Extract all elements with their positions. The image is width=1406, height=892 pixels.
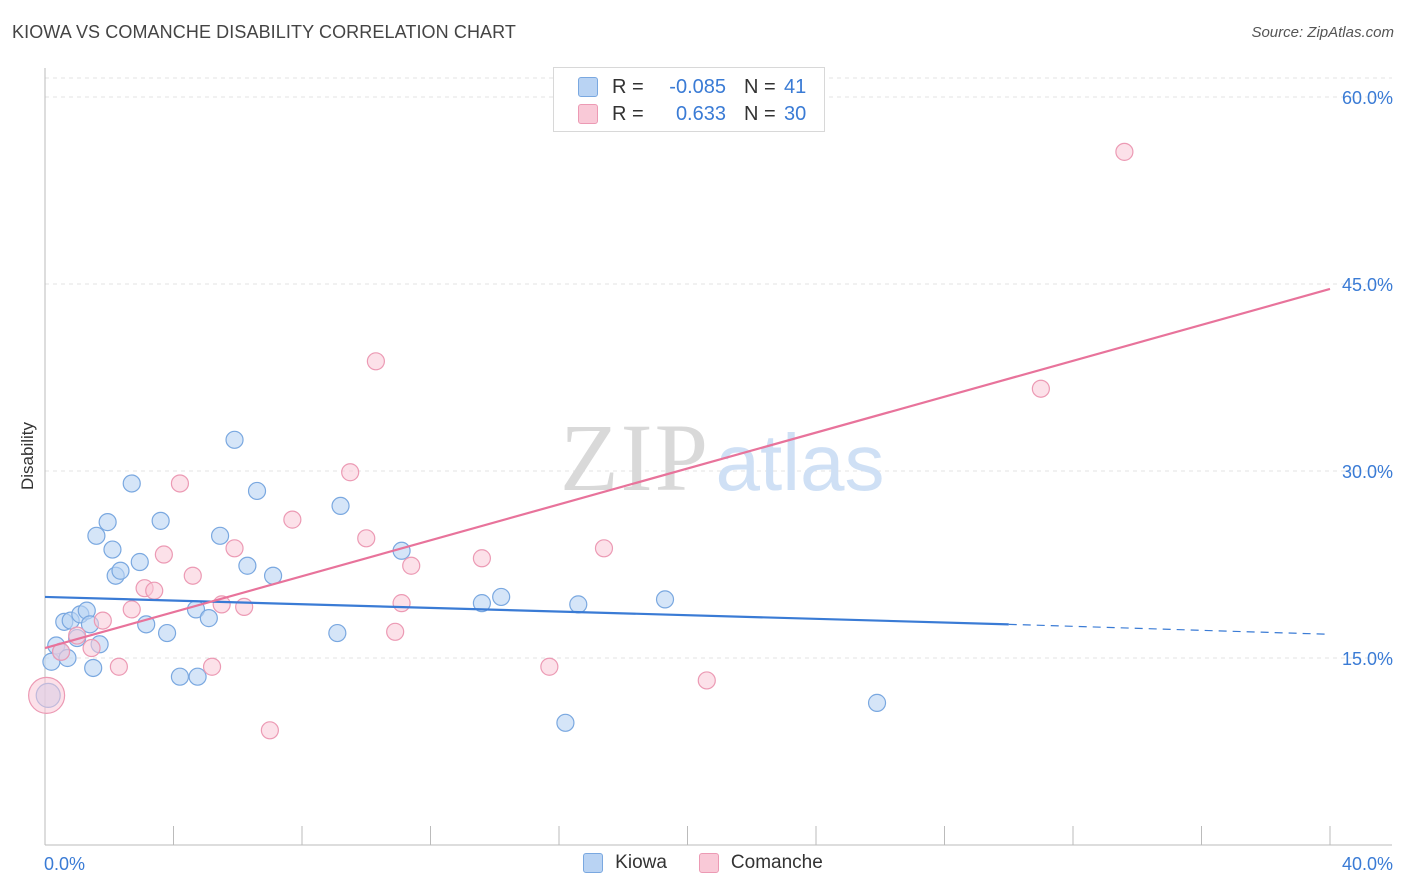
correlation-legend: R = -0.085 N = 41 R = 0.633 N = 30 <box>553 67 825 132</box>
y-tick-label: 60.0% <box>1342 88 1393 108</box>
point-comanche <box>283 510 302 529</box>
point-kiowa <box>84 658 103 678</box>
tick-labels: 15.0% 30.0% 45.0% 60.0% 0.0% 40.0% <box>44 88 1393 874</box>
series-legend: Kiowa Comanche <box>0 852 1406 874</box>
chart-title: KIOWA VS COMANCHE DISABILITY CORRELATION… <box>12 22 517 42</box>
point-comanche <box>366 352 385 371</box>
point-kiowa <box>188 667 207 686</box>
point-comanche <box>386 622 405 641</box>
point-kiowa <box>111 561 130 580</box>
point-kiowa <box>103 540 122 559</box>
legend-swatch-kiowa <box>578 77 598 97</box>
point-kiowa <box>492 587 511 607</box>
point-kiowa <box>210 526 230 545</box>
point-kiowa <box>238 556 257 575</box>
point-comanche <box>28 676 66 715</box>
point-kiowa <box>331 496 350 516</box>
x-tick-label: 40.0% <box>1342 854 1393 874</box>
source-credit: Source: ZipAtlas.com <box>1251 24 1394 41</box>
point-comanche <box>697 671 716 690</box>
y-tick-label: 15.0% <box>1342 649 1393 669</box>
point-kiowa <box>122 474 141 493</box>
point-comanche <box>109 657 128 676</box>
legend-item-kiowa[interactable]: Kiowa <box>583 852 667 874</box>
legend-swatch-comanche <box>578 104 598 124</box>
data-points <box>28 142 1134 740</box>
x-tick-label: 0.0% <box>44 854 85 874</box>
legend-n-value: 41 <box>784 75 807 98</box>
point-comanche <box>145 581 164 600</box>
legend-label-comanche: Comanche <box>730 852 823 873</box>
point-kiowa <box>151 511 170 530</box>
point-comanche <box>183 566 202 585</box>
point-comanche <box>202 657 222 676</box>
point-kiowa <box>225 430 244 449</box>
point-comanche <box>93 611 112 630</box>
point-kiowa <box>87 526 106 545</box>
point-comanche <box>260 721 279 740</box>
legend-r-value: 0.633 <box>675 102 726 125</box>
trend-line-extension <box>1008 623 1331 635</box>
axes <box>44 68 1392 846</box>
y-tick-label: 30.0% <box>1342 462 1393 482</box>
point-kiowa <box>556 713 575 732</box>
point-comanche <box>235 597 254 616</box>
legend-item-comanche[interactable]: Comanche <box>698 852 823 874</box>
point-comanche <box>170 474 190 493</box>
point-comanche <box>1115 142 1134 161</box>
legend-row-kiowa: R = -0.085 N = 41 <box>578 74 806 100</box>
legend-r-label: R = <box>612 75 644 98</box>
point-kiowa <box>157 623 177 643</box>
trend-line-comanche <box>44 287 1331 650</box>
legend-r-label: R = <box>612 102 644 125</box>
point-comanche <box>402 556 421 575</box>
point-kiowa <box>328 623 347 643</box>
point-kiowa <box>472 594 491 613</box>
legend-n-value: 30 <box>784 102 807 125</box>
point-kiowa <box>655 590 675 609</box>
legend-n-label: N = <box>744 102 776 125</box>
point-comanche <box>357 529 376 548</box>
legend-swatch-kiowa <box>583 853 604 873</box>
point-kiowa <box>130 552 149 572</box>
legend-row-comanche: R = 0.633 N = 30 <box>578 101 806 127</box>
point-kiowa <box>867 693 887 712</box>
point-comanche <box>1031 379 1050 398</box>
trend-lines <box>44 287 1331 650</box>
y-axis-label: Disability <box>18 421 37 490</box>
trend-line-kiowa <box>44 595 1009 626</box>
legend-label-kiowa: Kiowa <box>615 852 667 873</box>
point-comanche <box>225 539 244 558</box>
legend-n-label: N = <box>744 75 776 98</box>
y-tick-label: 45.0% <box>1342 275 1393 295</box>
point-kiowa <box>569 595 588 614</box>
watermark-zip: ZIP <box>560 404 710 511</box>
watermark: ZIP atlas <box>560 404 884 511</box>
point-comanche <box>122 600 141 619</box>
point-kiowa <box>199 609 218 628</box>
point-comanche <box>594 539 614 558</box>
legend-swatch-comanche <box>698 853 719 873</box>
legend-r-value: -0.085 <box>669 75 726 98</box>
point-comanche <box>154 545 173 564</box>
watermark-atlas: atlas <box>716 418 885 507</box>
point-comanche <box>540 657 559 676</box>
point-kiowa <box>98 513 117 532</box>
point-comanche <box>392 594 411 613</box>
point-comanche <box>472 549 491 568</box>
point-comanche <box>341 463 360 482</box>
point-kiowa <box>247 481 267 501</box>
point-kiowa <box>170 667 190 686</box>
point-comanche <box>82 638 101 658</box>
